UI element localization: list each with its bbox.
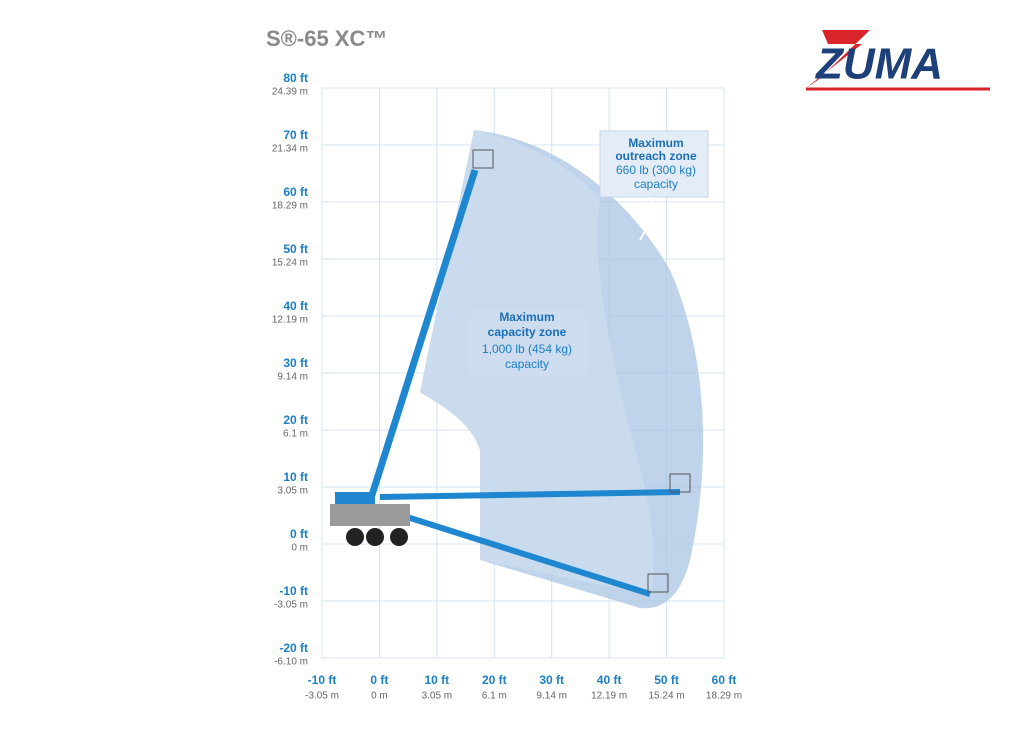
turntable (335, 492, 375, 504)
y-label-ft: 80 ft (283, 71, 308, 85)
logo-text: ZUMA (814, 40, 943, 89)
y-label-m: 18.29 m (272, 201, 308, 212)
capacity-callout (470, 308, 586, 376)
y-label-m: 6.1 m (283, 429, 308, 440)
zone-note: capacity (505, 357, 549, 371)
zone-load: 660 lb (300 kg) (616, 163, 696, 177)
boom-horizontal (379, 489, 681, 500)
x-label-m: 3.05 m (422, 691, 453, 702)
zone-heading: capacity zone (488, 325, 567, 339)
x-label-ft: 0 ft (370, 673, 388, 687)
x-label-ft: 30 ft (539, 673, 564, 687)
x-label-ft: 50 ft (654, 673, 679, 687)
x-label-ft: -10 ft (308, 673, 337, 687)
y-label-ft: 70 ft (283, 128, 308, 142)
zone-load: 1,000 lb (454 kg) (482, 342, 572, 356)
wheel (390, 528, 408, 546)
y-label-m: 9.14 m (277, 372, 308, 383)
outreach-callout (599, 130, 709, 198)
title: S®-65 XC™ (266, 26, 387, 51)
x-label-m: 15.24 m (649, 691, 685, 702)
boom-raised (368, 168, 479, 497)
x-label-ft: 60 ft (712, 673, 737, 687)
y-label-ft: 50 ft (283, 242, 308, 256)
y-label-ft: 40 ft (283, 299, 308, 313)
x-label-m: -3.05 m (305, 691, 339, 702)
x-label-m: 6.1 m (482, 691, 507, 702)
y-label-m: -6.10 m (274, 657, 308, 668)
chassis (330, 504, 410, 526)
y-label-ft: 30 ft (283, 356, 308, 370)
platform (472, 149, 494, 169)
boom-lowered (384, 507, 651, 597)
y-label-m: 24.39 m (272, 87, 308, 98)
x-label-ft: 20 ft (482, 673, 507, 687)
zone-heading: Maximum (628, 136, 683, 150)
platform (669, 473, 691, 493)
zone-heading: Maximum (499, 310, 554, 324)
y-label-m: -3.05 m (274, 600, 308, 611)
y-label-m: 15.24 m (272, 258, 308, 269)
y-label-ft: -20 ft (279, 641, 308, 655)
x-label-m: 12.19 m (591, 691, 627, 702)
x-label-m: 0 m (371, 691, 388, 702)
y-label-ft: 60 ft (283, 185, 308, 199)
y-label-ft: -10 ft (279, 584, 308, 598)
y-label-ft: 10 ft (283, 470, 308, 484)
zone-note: capacity (634, 177, 678, 191)
x-label-ft: 40 ft (597, 673, 622, 687)
y-label-m: 21.34 m (272, 144, 308, 155)
x-label-ft: 10 ft (425, 673, 450, 687)
platform (647, 573, 669, 593)
y-label-m: 12.19 m (272, 315, 308, 326)
y-label-m: 3.05 m (277, 486, 308, 497)
y-label-ft: 20 ft (283, 413, 308, 427)
logo: ZUMA (806, 30, 990, 91)
wheel (366, 528, 384, 546)
y-label-ft: 0 ft (290, 527, 308, 541)
wheel (346, 528, 364, 546)
callout-pointer (639, 196, 657, 241)
machine (330, 149, 691, 597)
y-label-m: 0 m (291, 543, 308, 554)
x-label-m: 18.29 m (706, 691, 742, 702)
logo-mark (806, 30, 870, 88)
x-label-m: 9.14 m (536, 691, 567, 702)
zone-heading: outreach zone (615, 149, 697, 163)
